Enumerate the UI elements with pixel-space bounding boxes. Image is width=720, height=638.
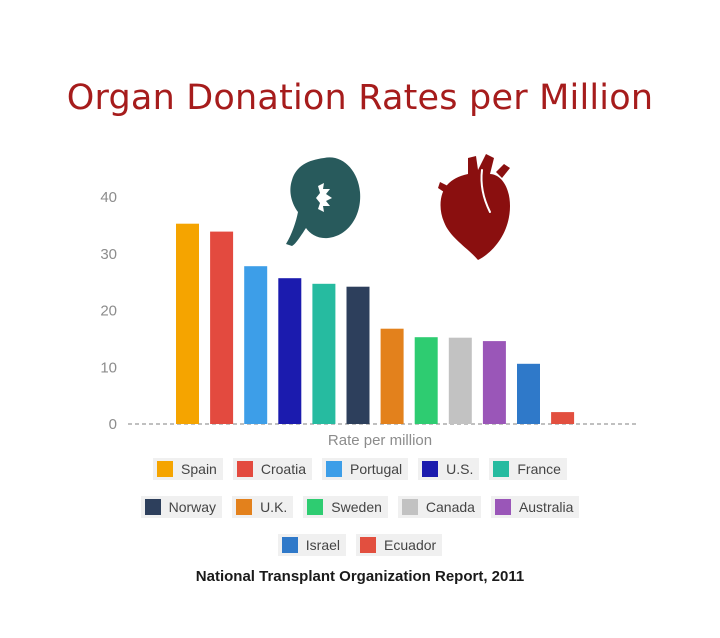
legend-label: Israel xyxy=(305,537,341,553)
legend-item: Australia xyxy=(490,496,580,518)
bar-chart: 0 10 20 30 40 Rate per million xyxy=(100,154,636,449)
legend-label: Spain xyxy=(181,461,217,477)
legend-item: Portugal xyxy=(321,458,409,480)
legend-item: Canada xyxy=(397,496,481,518)
legend-item: Israel xyxy=(277,534,347,556)
legend-item: France xyxy=(489,458,567,480)
source-note: National Transplant Organization Report,… xyxy=(195,568,525,585)
legend: Spain Croatia Portugal U.S. France Norway U.K.… xyxy=(60,458,660,556)
y-tick-label: 10 xyxy=(100,359,117,376)
legend-swatch xyxy=(493,461,510,477)
y-tick-label: 30 xyxy=(100,246,117,263)
bar-israel xyxy=(517,363,540,424)
bar-france xyxy=(312,283,336,424)
legend-swatch xyxy=(236,499,253,515)
legend-swatch xyxy=(422,461,439,477)
legend-swatch xyxy=(157,461,174,477)
y-tick-label: 20 xyxy=(100,303,117,320)
bar-norway xyxy=(346,286,370,424)
legend-label: Sweden xyxy=(331,499,382,515)
legend-label: U.K. xyxy=(260,499,288,515)
legend-swatch xyxy=(236,461,253,477)
legend-swatch xyxy=(281,537,298,553)
bar-sweden xyxy=(414,337,438,424)
legend-label: Norway xyxy=(168,499,217,515)
legend-item: Croatia xyxy=(232,458,312,480)
legend-item: Spain xyxy=(153,458,223,480)
kidney-icon xyxy=(286,157,361,246)
bar-portugal xyxy=(244,266,268,424)
legend-item: U.K. xyxy=(232,496,294,518)
bar-australia xyxy=(482,341,506,424)
legend-swatch xyxy=(494,499,511,515)
y-tick-label: 0 xyxy=(109,416,117,433)
bar-uk xyxy=(380,328,404,424)
legend-item: Norway xyxy=(140,496,223,518)
legend-item: U.S. xyxy=(418,458,480,480)
legend-label: Canada xyxy=(425,499,475,515)
y-tick-label: 40 xyxy=(100,189,117,206)
legend-swatch xyxy=(144,499,161,515)
bar-canada xyxy=(448,337,472,424)
x-axis-label: Rate per million xyxy=(328,432,432,449)
legend-label: Ecuador xyxy=(384,537,437,553)
legend-label: France xyxy=(517,461,561,477)
bar-us xyxy=(278,278,302,424)
heart-icon xyxy=(438,154,510,260)
legend-label: U.S. xyxy=(446,461,474,477)
bars xyxy=(176,223,575,424)
legend-item: Sweden xyxy=(303,496,388,518)
y-axis: 0 10 20 30 40 xyxy=(100,189,117,433)
legend-swatch xyxy=(325,461,342,477)
legend-swatch xyxy=(360,537,377,553)
legend-label: Croatia xyxy=(260,461,306,477)
bar-ecuador xyxy=(551,412,575,424)
legend-item: Ecuador xyxy=(356,534,443,556)
legend-label: Australia xyxy=(518,499,574,515)
legend-label: Portugal xyxy=(349,461,403,477)
legend-swatch xyxy=(307,499,324,515)
bar-croatia xyxy=(210,231,234,424)
chart-title: Organ Donation Rates per Million xyxy=(66,78,654,118)
bar-spain xyxy=(176,223,199,424)
legend-swatch xyxy=(401,499,418,515)
